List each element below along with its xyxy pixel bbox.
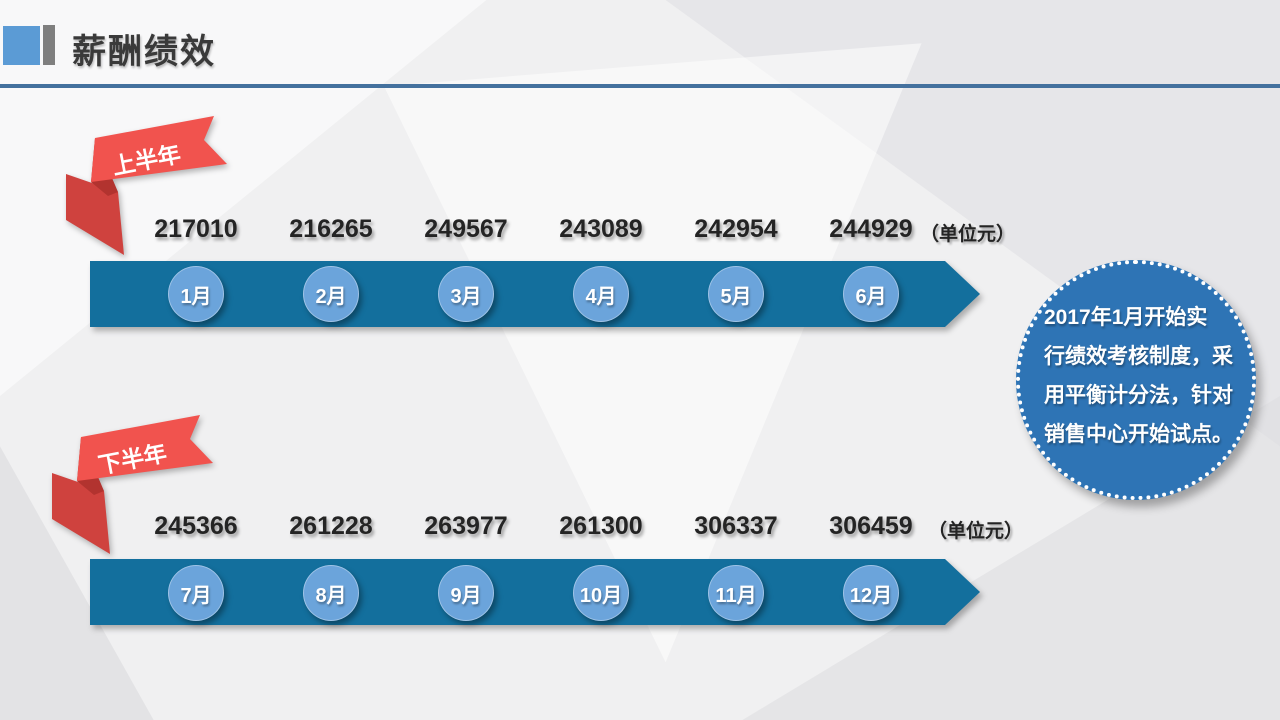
month-value: 244929 xyxy=(829,215,913,243)
header-accent-square xyxy=(3,26,40,65)
month-circle: 11月 xyxy=(708,565,764,621)
month-circle: 3月 xyxy=(438,266,494,322)
timeline-arrow xyxy=(90,261,980,327)
month-circle: 12月 xyxy=(843,565,899,621)
note-line: 用平衡计分法，针对 xyxy=(1044,384,1233,407)
month-value: 261300 xyxy=(559,512,643,540)
month-circle: 6月 xyxy=(843,266,899,322)
month-circle: 5月 xyxy=(708,266,764,322)
note-badge-text: 2017年1月开始实 行绩效考核制度，采 用平衡计分法，针对 销售中心开始试点。 xyxy=(1044,298,1234,454)
note-badge-circle: 2017年1月开始实 行绩效考核制度，采 用平衡计分法，针对 销售中心开始试点。 xyxy=(1016,260,1256,500)
month-value: 216265 xyxy=(289,215,373,243)
unit-label: （单位元） xyxy=(928,521,1024,542)
header-accent-bar xyxy=(43,25,55,65)
ribbon-second-half: 下半年 xyxy=(52,415,213,554)
header-divider-line xyxy=(0,84,1280,88)
page-title: 薪酬绩效 xyxy=(72,33,216,71)
timeline-arrow xyxy=(90,559,980,625)
month-circle: 9月 xyxy=(438,565,494,621)
month-circle: 10月 xyxy=(573,565,629,621)
month-value: 306459 xyxy=(829,512,913,540)
note-line: 销售中心开始试点。 xyxy=(1044,423,1233,446)
month-value: 263977 xyxy=(424,512,508,540)
month-value: 249567 xyxy=(424,215,508,243)
month-value: 242954 xyxy=(694,215,778,243)
month-circle: 2月 xyxy=(303,266,359,322)
ribbon-first-half: 上半年 xyxy=(66,116,227,255)
ribbon-band xyxy=(91,116,227,182)
month-circle: 8月 xyxy=(303,565,359,621)
month-value: 261228 xyxy=(289,512,373,540)
month-circle: 4月 xyxy=(573,266,629,322)
month-value: 217010 xyxy=(154,215,238,243)
month-value: 245366 xyxy=(154,512,238,540)
month-value: 243089 xyxy=(559,215,643,243)
note-line: 2017年1月开始实 xyxy=(1044,306,1208,329)
ribbon-band xyxy=(77,415,213,481)
unit-label: （单位元） xyxy=(920,224,1016,245)
month-value: 306337 xyxy=(694,512,778,540)
month-circle: 1月 xyxy=(168,266,224,322)
note-line: 行绩效考核制度，采 xyxy=(1044,345,1233,368)
month-circle: 7月 xyxy=(168,565,224,621)
